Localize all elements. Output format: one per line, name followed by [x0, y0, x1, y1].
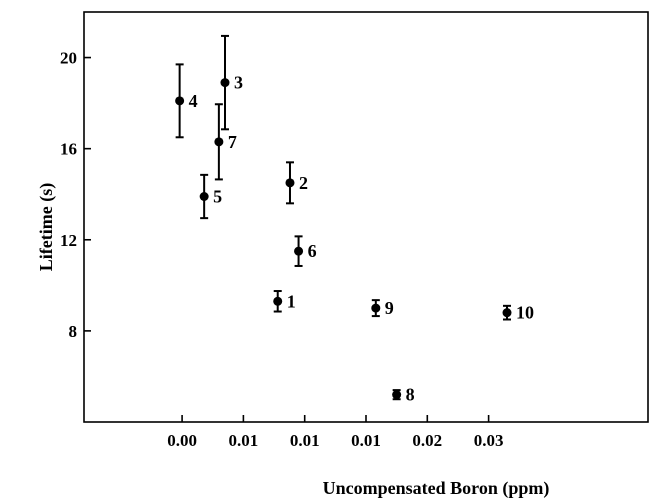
data-point-group: 3 [220, 34, 243, 131]
data-marks: 1 2 3 4 5 6 7 8 9 10 [175, 34, 534, 405]
plot-frame [83, 11, 649, 423]
data-point [220, 78, 230, 88]
data-point-label: 1 [287, 291, 296, 311]
data-point [371, 303, 381, 313]
data-point-group: 8 [392, 385, 415, 405]
data-point-label: 4 [189, 91, 198, 111]
x-tick-label: 0.01 [229, 431, 259, 450]
data-point [294, 246, 304, 256]
x-tick-label: 0.01 [290, 431, 320, 450]
y-axis-title: Lifetime (s) [36, 183, 57, 271]
data-point-group: 6 [294, 235, 317, 267]
data-point-label: 5 [213, 187, 222, 207]
data-point-group: 2 [285, 161, 308, 205]
data-point [502, 308, 512, 318]
data-point [214, 137, 224, 147]
y-tick-label: 8 [69, 322, 78, 341]
data-point [285, 178, 295, 188]
data-point [175, 96, 185, 106]
y-tick-label: 12 [60, 231, 77, 250]
data-point [199, 192, 209, 201]
data-point [273, 296, 283, 306]
data-point-group: 9 [371, 298, 394, 318]
x-tick-label: 0.02 [412, 431, 442, 450]
data-point-group: 10 [502, 303, 534, 323]
data-point-label: 9 [385, 298, 394, 318]
x-tick-label: 0.01 [351, 431, 381, 450]
data-point-label: 6 [308, 241, 317, 261]
x-tick-label: 0.03 [474, 431, 504, 450]
data-point-label: 2 [299, 173, 308, 193]
data-point [392, 390, 402, 400]
x-axis-title: Uncompensated Boron (ppm) [323, 478, 550, 499]
plot-border [83, 11, 649, 423]
y-tick-label: 20 [60, 49, 77, 68]
data-point-label: 10 [516, 303, 534, 323]
y-tick-label: 16 [60, 140, 77, 159]
data-point-group: 5 [199, 173, 222, 220]
data-point-group: 1 [273, 290, 296, 313]
data-point-group: 4 [175, 63, 198, 139]
data-point-label: 8 [406, 385, 415, 405]
x-tick-label: 0.00 [167, 431, 197, 450]
data-point-group: 7 [214, 103, 237, 181]
data-point-label: 7 [228, 132, 237, 152]
data-point-label: 3 [234, 73, 243, 93]
